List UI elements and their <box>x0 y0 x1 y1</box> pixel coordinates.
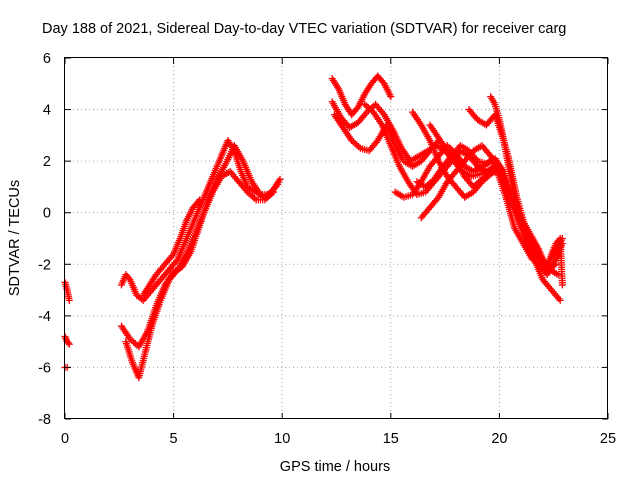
data-point <box>558 281 566 289</box>
y-tick-label: 6 <box>43 51 51 67</box>
series-track-a <box>61 278 73 304</box>
data-point <box>65 340 73 348</box>
series-track-p <box>417 142 503 222</box>
data-point <box>64 339 72 347</box>
x-axis-label: GPS time / hours <box>280 459 390 475</box>
data-point <box>274 180 282 188</box>
series-track-g <box>139 196 204 299</box>
data-point <box>387 93 395 101</box>
data-point <box>276 175 284 183</box>
x-tick-label: 10 <box>274 431 290 447</box>
y-tick-label: -4 <box>38 309 51 325</box>
y-tick-label: 4 <box>43 103 51 119</box>
x-axis: 0 5 10 15 20 25 <box>61 58 616 447</box>
y-tick-label: -6 <box>38 360 51 376</box>
x-tick-label: 5 <box>170 431 178 447</box>
data-points <box>61 72 566 382</box>
y-tick-label: -2 <box>38 257 51 273</box>
y-axis: -8 -6 -4 -2 0 2 4 6 <box>38 51 608 428</box>
data-point <box>495 162 503 170</box>
series-track-f <box>122 167 278 382</box>
data-point <box>196 196 204 204</box>
data-point <box>556 296 564 304</box>
data-point <box>270 188 278 196</box>
x-tick-label: 0 <box>61 431 69 447</box>
y-tick-label: 2 <box>43 154 51 170</box>
series-track-h <box>328 72 395 119</box>
plot-frame <box>64 57 608 419</box>
data-point <box>487 167 495 175</box>
y-axis-label: SDTVAR / TECUs <box>7 180 23 296</box>
data-point <box>65 296 73 304</box>
chart-title: Day 188 of 2021, Sidereal Day-to-day VTE… <box>42 21 566 37</box>
x-tick-label: 20 <box>491 431 507 447</box>
x-tick-label: 25 <box>600 431 616 447</box>
x-tick-label: 15 <box>383 431 399 447</box>
data-point <box>554 271 562 279</box>
data-point <box>194 197 202 205</box>
y-tick-label: 0 <box>43 206 51 222</box>
series-track-r <box>487 93 566 289</box>
y-tick-label: -8 <box>38 412 51 428</box>
